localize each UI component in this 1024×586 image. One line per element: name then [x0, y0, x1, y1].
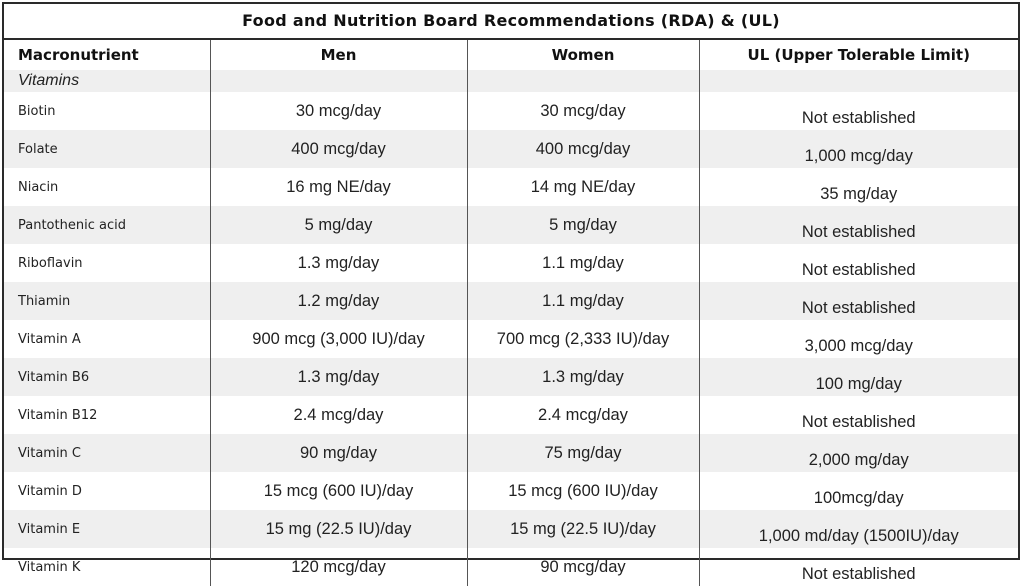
- nutrient-cell: Vitamin D: [18, 483, 82, 499]
- men-cell: 5 mg/day: [209, 206, 467, 244]
- section-row-vitamins: Vitamins: [4, 70, 1018, 92]
- column-header-men: Men: [209, 40, 467, 70]
- ul-cell: Not established: [698, 548, 1018, 586]
- ul-cell: 100mcg/day: [698, 472, 1018, 510]
- table-title: Food and Nutrition Board Recommendations…: [4, 4, 1018, 40]
- ul-cell: 1,000 md/day (1500IU)/day: [698, 510, 1018, 548]
- section-label: Vitamins: [4, 70, 210, 92]
- women-cell: 75 mg/day: [466, 434, 699, 472]
- women-cell: 1.3 mg/day: [466, 358, 699, 396]
- men-cell: 15 mcg (600 IU)/day: [209, 472, 467, 510]
- men-cell: 15 mg (22.5 IU)/day: [209, 510, 467, 548]
- men-cell: 2.4 mcg/day: [209, 396, 467, 434]
- table-row: Niacin 16 mg NE/day 14 mg NE/day 35 mg/day: [4, 168, 1018, 206]
- nutrient-cell: Niacin: [18, 179, 59, 195]
- ul-cell: Not established: [698, 282, 1018, 320]
- ul-cell: 2,000 mg/day: [698, 434, 1018, 472]
- women-cell: 700 mcg (2,333 IU)/day: [466, 320, 699, 358]
- table-row: Biotin 30 mcg/day 30 mcg/day Not establishe…: [4, 92, 1018, 130]
- nutrient-cell: Vitamin K: [18, 559, 81, 575]
- ul-cell: 3,000 mcg/day: [698, 320, 1018, 358]
- ul-cell: Not established: [698, 244, 1018, 282]
- men-cell: 1.3 mg/day: [209, 358, 467, 396]
- table-row: Pantothenic acid 5 mg/day 5 mg/day Not esta…: [4, 206, 1018, 244]
- table-row: Vitamin D 15 mcg (600 IU)/day 15 mcg (600 …: [4, 472, 1018, 510]
- header-row: Macronutrient Men Women UL (Upper Tolera…: [4, 40, 1018, 70]
- women-cell: 2.4 mcg/day: [466, 396, 699, 434]
- ul-cell: Not established: [698, 396, 1018, 434]
- nutrient-cell: Riboflavin: [18, 255, 83, 271]
- table-row: Riboflavin 1.3 mg/day 1.1 mg/day Not establ…: [4, 244, 1018, 282]
- nutrient-cell: Thiamin: [4, 282, 210, 320]
- recommendations-table: Macronutrient Men Women UL (Upper Tolera…: [4, 40, 1018, 586]
- women-cell: 5 mg/day: [466, 206, 699, 244]
- men-cell: 1.3 mg/day: [209, 244, 467, 282]
- women-cell: 15 mg (22.5 IU)/day: [466, 510, 699, 548]
- nutrient-cell: Vitamin C: [4, 434, 210, 472]
- nutrient-cell: Vitamin B6: [4, 358, 210, 396]
- nutrient-cell: Folate: [4, 130, 210, 168]
- table-row: Vitamin E 15 mg (22.5 IU)/day 15 mg (22.5 …: [4, 510, 1018, 548]
- table-row: Vitamin K 120 mcg/day 90 mcg/day Not establ…: [4, 548, 1018, 586]
- table-row: Folate 400 mcg/day 400 mcg/day 1,000 mcg/da…: [4, 130, 1018, 168]
- women-cell: 1.1 mg/day: [466, 282, 699, 320]
- women-cell: 1.1 mg/day: [466, 244, 699, 282]
- table-row: Vitamin B12 2.4 mcg/day 2.4 mcg/day Not est…: [4, 396, 1018, 434]
- women-cell: 15 mcg (600 IU)/day: [466, 472, 699, 510]
- men-cell: 120 mcg/day: [209, 548, 467, 586]
- men-cell: 90 mg/day: [209, 434, 467, 472]
- table-row: Vitamin C 90 mg/day 75 mg/day 2,000 mg/day: [4, 434, 1018, 472]
- table-row: Vitamin B6 1.3 mg/day 1.3 mg/day 100 mg/day: [4, 358, 1018, 396]
- men-cell: 16 mg NE/day: [209, 168, 467, 206]
- women-cell: 14 mg NE/day: [466, 168, 699, 206]
- men-cell: 400 mcg/day: [209, 130, 467, 168]
- ul-cell: 1,000 mcg/day: [698, 130, 1018, 168]
- column-header-macronutrient: Macronutrient: [4, 40, 210, 70]
- men-cell: 1.2 mg/day: [209, 282, 467, 320]
- ul-cell: Not established: [698, 92, 1018, 130]
- women-cell: 400 mcg/day: [466, 130, 699, 168]
- men-cell: 30 mcg/day: [209, 92, 467, 130]
- table-row: Vitamin A 900 mcg (3,000 IU)/day 700 mcg (…: [4, 320, 1018, 358]
- nutrient-cell: Vitamin B12: [18, 407, 98, 423]
- ul-cell: Not established: [698, 206, 1018, 244]
- nutrient-cell: Vitamin A: [18, 331, 81, 347]
- women-cell: 90 mcg/day: [466, 548, 699, 586]
- nutrient-cell: Biotin: [18, 103, 56, 119]
- women-cell: 30 mcg/day: [466, 92, 699, 130]
- table-row: Thiamin 1.2 mg/day 1.1 mg/day Not establish…: [4, 282, 1018, 320]
- ul-cell: 35 mg/day: [698, 168, 1018, 206]
- column-header-ul: UL (Upper Tolerable Limit): [698, 40, 1018, 70]
- ul-cell: 100 mg/day: [698, 358, 1018, 396]
- men-cell: 900 mcg (3,000 IU)/day: [209, 320, 467, 358]
- nutrient-cell: Pantothenic acid: [4, 206, 210, 244]
- nutrient-cell: Vitamin E: [4, 510, 210, 548]
- column-header-women: Women: [466, 40, 699, 70]
